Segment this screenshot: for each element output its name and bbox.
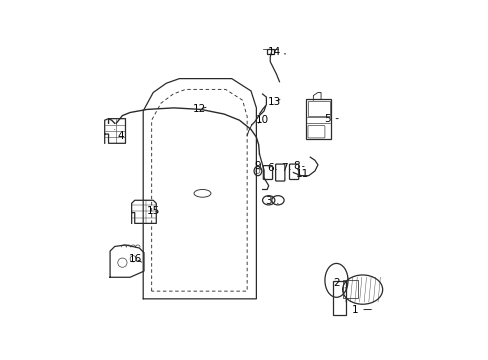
Text: 14: 14 — [268, 48, 285, 58]
Text: 16: 16 — [129, 254, 142, 264]
Text: 15: 15 — [146, 206, 160, 216]
Text: 11: 11 — [295, 169, 308, 179]
Text: 4: 4 — [115, 130, 124, 141]
Text: 1: 1 — [351, 305, 371, 315]
Text: 8: 8 — [292, 161, 304, 171]
Text: 7: 7 — [280, 163, 290, 173]
Text: 2: 2 — [332, 278, 345, 288]
Text: 9: 9 — [254, 161, 261, 171]
Text: 5: 5 — [323, 114, 338, 123]
Text: 3: 3 — [265, 196, 277, 206]
Text: 13: 13 — [268, 97, 281, 107]
Text: 10: 10 — [255, 115, 268, 125]
Text: 6: 6 — [266, 163, 276, 173]
Text: 12: 12 — [192, 104, 205, 114]
